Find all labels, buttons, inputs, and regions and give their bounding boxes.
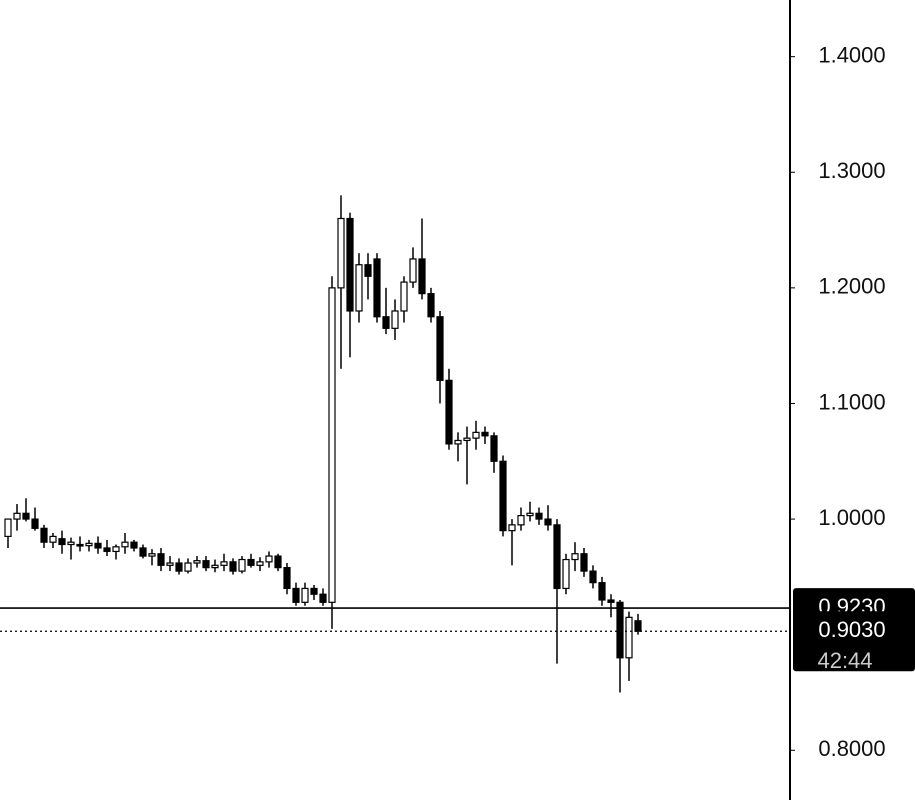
- candle-body: [310, 587, 318, 595]
- candle-body: [283, 567, 291, 590]
- candle-body: [445, 379, 453, 445]
- candle-body: [301, 587, 309, 603]
- candle-body: [148, 553, 156, 557]
- y-tick-label: 0.8000: [818, 736, 885, 761]
- candle-body: [364, 264, 372, 277]
- candle-body: [481, 431, 489, 437]
- candle-body: [112, 546, 120, 553]
- y-tick-label: 1.2000: [818, 274, 885, 299]
- candle-body: [562, 558, 570, 590]
- candle-body: [103, 547, 111, 553]
- candle-body: [463, 437, 471, 442]
- y-tick-label: 1.4000: [818, 42, 885, 67]
- candle-body: [409, 258, 417, 283]
- candle-body: [508, 524, 516, 532]
- candle-body: [571, 553, 579, 561]
- candle-body: [4, 518, 12, 538]
- candle-body: [166, 562, 174, 566]
- candle-body: [454, 439, 462, 445]
- candle-body: [40, 527, 48, 543]
- candle-body: [193, 560, 201, 564]
- candle-body: [94, 542, 102, 549]
- candle-body: [67, 541, 75, 546]
- candle-body: [13, 512, 21, 520]
- price-label: 0.9030: [818, 617, 885, 642]
- countdown-label: 42:44: [817, 648, 872, 673]
- candle-body: [400, 281, 408, 312]
- candle-body: [76, 543, 84, 547]
- candle-body: [337, 217, 345, 289]
- candle-body: [157, 553, 165, 566]
- candle-body: [319, 593, 327, 603]
- candle-body: [175, 562, 183, 572]
- candle-body: [22, 512, 30, 520]
- candle-body: [607, 599, 615, 603]
- candle-body: [373, 258, 381, 318]
- candle-body: [382, 316, 390, 329]
- candle-body: [202, 560, 210, 569]
- y-tick-label: 1.3000: [818, 158, 885, 183]
- candle-body: [49, 535, 57, 543]
- candle-body: [292, 587, 300, 603]
- y-tick-label: 1.0000: [818, 505, 885, 530]
- candle-body: [526, 512, 534, 517]
- candle-body: [328, 287, 336, 603]
- candle-body: [220, 561, 228, 566]
- candle-body: [211, 564, 219, 569]
- candle-body: [553, 524, 561, 590]
- candle-body: [184, 562, 192, 572]
- candle-body: [355, 264, 363, 312]
- candle-body: [238, 558, 246, 572]
- y-tick-label: 1.1000: [818, 389, 885, 414]
- candle-body: [418, 258, 426, 295]
- candle-body: [130, 541, 138, 549]
- candle-body: [472, 431, 480, 439]
- candle-body: [544, 518, 552, 526]
- candle-body: [634, 620, 642, 632]
- candle-body: [589, 570, 597, 584]
- price-label-box: [793, 611, 915, 672]
- candle-body: [598, 582, 606, 601]
- candle-body: [121, 541, 129, 548]
- candle-body: [58, 538, 66, 546]
- candle-body: [490, 435, 498, 462]
- candle-body: [265, 555, 273, 563]
- candle-body: [625, 616, 633, 659]
- candle-body: [346, 217, 354, 312]
- candle-body: [31, 518, 39, 529]
- candle-body: [85, 542, 93, 547]
- candle-body: [274, 555, 282, 569]
- candle-body: [499, 460, 507, 532]
- candle-body: [535, 512, 543, 520]
- candle-body: [256, 561, 264, 566]
- candle-body: [436, 316, 444, 381]
- candle-body: [229, 561, 237, 572]
- candle-body: [247, 558, 255, 566]
- candle-body: [580, 553, 588, 572]
- candle-body: [517, 515, 525, 526]
- candle-body: [427, 293, 435, 318]
- candle-body: [139, 547, 147, 557]
- candle-body: [391, 310, 399, 329]
- candle-body: [616, 601, 624, 659]
